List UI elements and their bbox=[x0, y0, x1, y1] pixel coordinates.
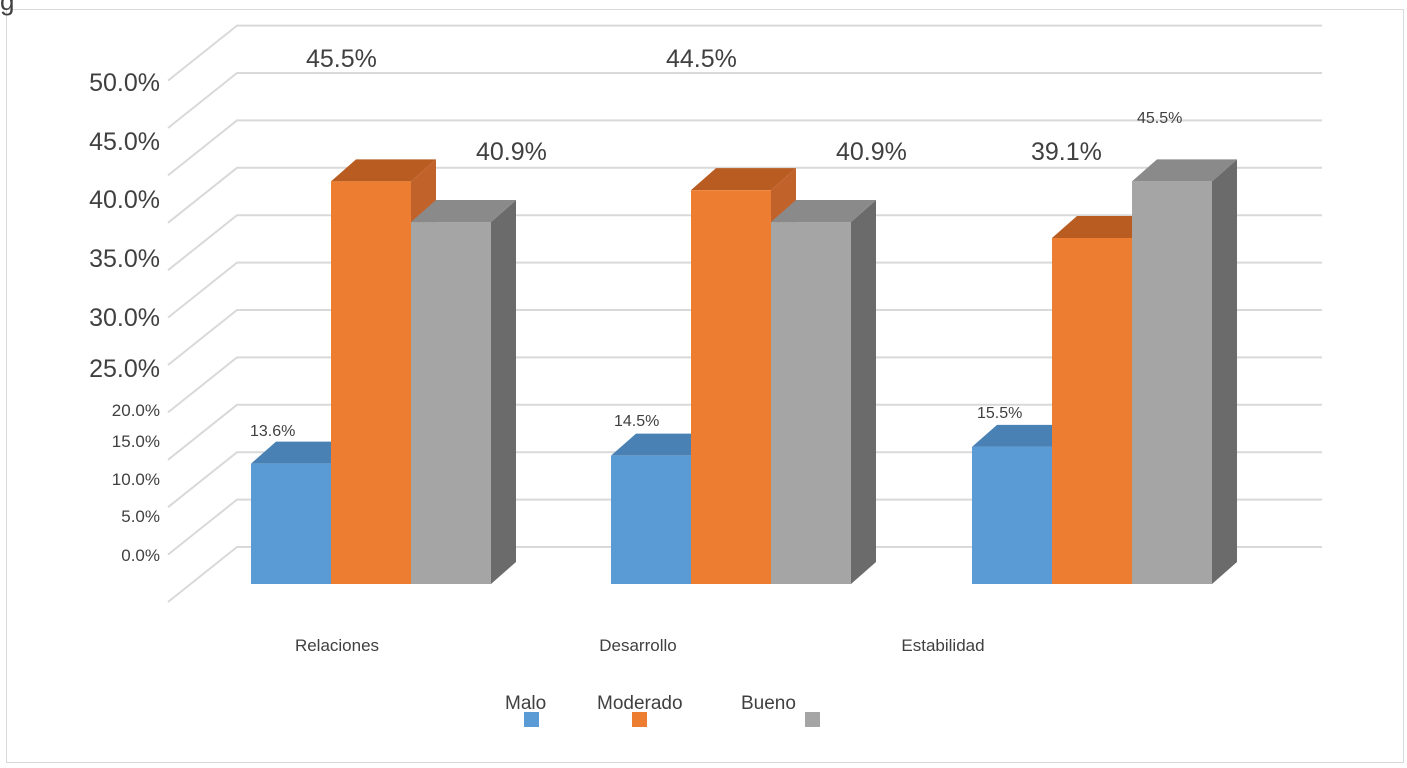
gridline bbox=[167, 166, 1322, 224]
gridline bbox=[167, 356, 1322, 414]
bar-side-bueno bbox=[491, 200, 516, 584]
gridline bbox=[167, 309, 1322, 366]
category-label: Desarrollo bbox=[599, 636, 676, 655]
y-tick-label: 10.0% bbox=[112, 470, 160, 489]
gridline bbox=[167, 451, 1322, 508]
clipped-heading-fragment: g bbox=[0, 0, 15, 16]
data-label: 14.5% bbox=[614, 413, 659, 430]
legend-swatch bbox=[632, 712, 647, 727]
gridline bbox=[167, 403, 1322, 461]
bar-top-moderado bbox=[331, 159, 436, 182]
gridlines bbox=[167, 24, 1322, 603]
bar-top-bueno bbox=[411, 200, 516, 223]
data-label: 40.9% bbox=[476, 138, 547, 166]
data-label: 45.5% bbox=[306, 45, 377, 73]
gridline bbox=[167, 498, 1322, 556]
legend: Malo Moderado Bueno bbox=[505, 693, 820, 727]
chart-frame bbox=[6, 9, 1404, 763]
legend-label: Malo bbox=[505, 693, 546, 714]
y-tick-label: 20.0% bbox=[112, 401, 160, 420]
category-label: Relaciones bbox=[295, 636, 379, 655]
y-tick-label: 5.0% bbox=[121, 507, 160, 526]
bar-top-bueno bbox=[1132, 159, 1237, 182]
data-label: 45.5% bbox=[1137, 110, 1182, 127]
data-label: 40.9% bbox=[836, 138, 907, 166]
gridline bbox=[167, 72, 1322, 129]
bars bbox=[251, 159, 1237, 585]
bar-side-bueno bbox=[851, 200, 876, 584]
category-label: Estabilidad bbox=[901, 636, 984, 655]
bar-relaciones-bueno bbox=[411, 222, 491, 584]
bar-estabilidad-bueno bbox=[1132, 181, 1212, 584]
bar-top-malo bbox=[972, 424, 1077, 447]
y-tick-label: 35.0% bbox=[89, 245, 160, 273]
y-tick-label: 0.0% bbox=[121, 546, 160, 565]
y-tick-label: 15.0% bbox=[112, 432, 160, 451]
legend-label: Moderado bbox=[597, 693, 683, 714]
bar-estabilidad-malo bbox=[972, 446, 1052, 584]
gridline bbox=[167, 119, 1322, 177]
gridline bbox=[167, 24, 1322, 82]
bar-top-bueno bbox=[771, 200, 876, 223]
legend-swatch bbox=[524, 712, 539, 727]
y-tick-label: 45.0% bbox=[89, 128, 160, 156]
y-tick-labels: 0.0% 5.0% 10.0% 15.0% 20.0% 25.0% 30.0% 35.0% 40… bbox=[89, 69, 160, 565]
category-labels: Relaciones Desarrollo Estabilidad bbox=[295, 636, 985, 655]
bar-top-moderado bbox=[691, 168, 796, 191]
data-labels: 13.6% 45.5% 40.9% 14.5% 44.5% 40.9% 15.5% 39.1%… bbox=[250, 45, 1182, 440]
y-tick-label: 30.0% bbox=[89, 304, 160, 332]
bar-relaciones-malo bbox=[251, 463, 331, 584]
bar-desarrollo-malo bbox=[611, 455, 691, 584]
bar-desarrollo-bueno bbox=[771, 222, 851, 584]
gridline bbox=[167, 261, 1322, 319]
bar-relaciones-moderado bbox=[331, 181, 411, 584]
gridline bbox=[167, 214, 1322, 271]
bar-side-bueno bbox=[1212, 159, 1237, 584]
y-tick-label: 50.0% bbox=[89, 69, 160, 97]
data-label: 15.5% bbox=[977, 405, 1022, 422]
bar-top-malo bbox=[611, 433, 716, 456]
legend-swatch bbox=[805, 712, 820, 727]
data-label: 44.5% bbox=[666, 45, 737, 73]
bar-estabilidad-moderado bbox=[1052, 237, 1132, 584]
legend-label: Bueno bbox=[741, 693, 796, 714]
bar-desarrollo-moderado bbox=[691, 190, 771, 585]
data-label: 39.1% bbox=[1031, 138, 1102, 166]
bar-top-malo bbox=[251, 441, 356, 464]
data-label: 13.6% bbox=[250, 423, 295, 440]
gridline bbox=[167, 546, 1322, 603]
y-tick-label: 25.0% bbox=[89, 355, 160, 383]
y-tick-label: 40.0% bbox=[89, 186, 160, 214]
bar-top-moderado bbox=[1052, 215, 1157, 238]
